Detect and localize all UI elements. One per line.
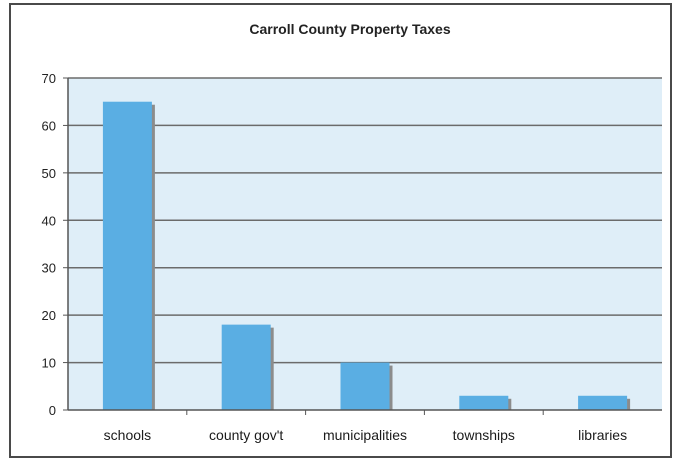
chart-frame: Carroll County Property Taxes 0 10 20 30 40 5…	[9, 3, 672, 458]
y-tick-label: 70	[42, 71, 56, 86]
bar	[459, 395, 509, 410]
y-tick-label: 60	[42, 118, 56, 133]
y-tick-label: 50	[42, 166, 56, 181]
bar	[102, 101, 152, 410]
gridlines	[68, 77, 662, 364]
chart-title: Carroll County Property Taxes	[249, 21, 450, 37]
bar	[578, 395, 628, 410]
x-axis-labels: schools county gov't municipalities townshi…	[104, 410, 627, 443]
category-label: county gov't	[209, 427, 283, 443]
plot-area	[68, 78, 662, 410]
y-tick-label: 20	[42, 308, 56, 323]
bar	[340, 362, 390, 410]
y-tick-label: 30	[42, 261, 56, 276]
bars	[102, 101, 631, 410]
category-label: schools	[104, 427, 151, 443]
category-label: municipalities	[323, 427, 407, 443]
bar	[221, 324, 271, 410]
bar-chart: Carroll County Property Taxes 0 10 20 30 40 5…	[42, 21, 662, 443]
y-axis-ticks: 0 10 20 30 40 50 60 70	[42, 71, 68, 418]
y-tick-label: 0	[49, 403, 56, 418]
y-tick-label: 10	[42, 356, 56, 371]
category-label: townships	[453, 427, 515, 443]
category-label: libraries	[578, 427, 627, 443]
y-tick-label: 40	[42, 213, 56, 228]
